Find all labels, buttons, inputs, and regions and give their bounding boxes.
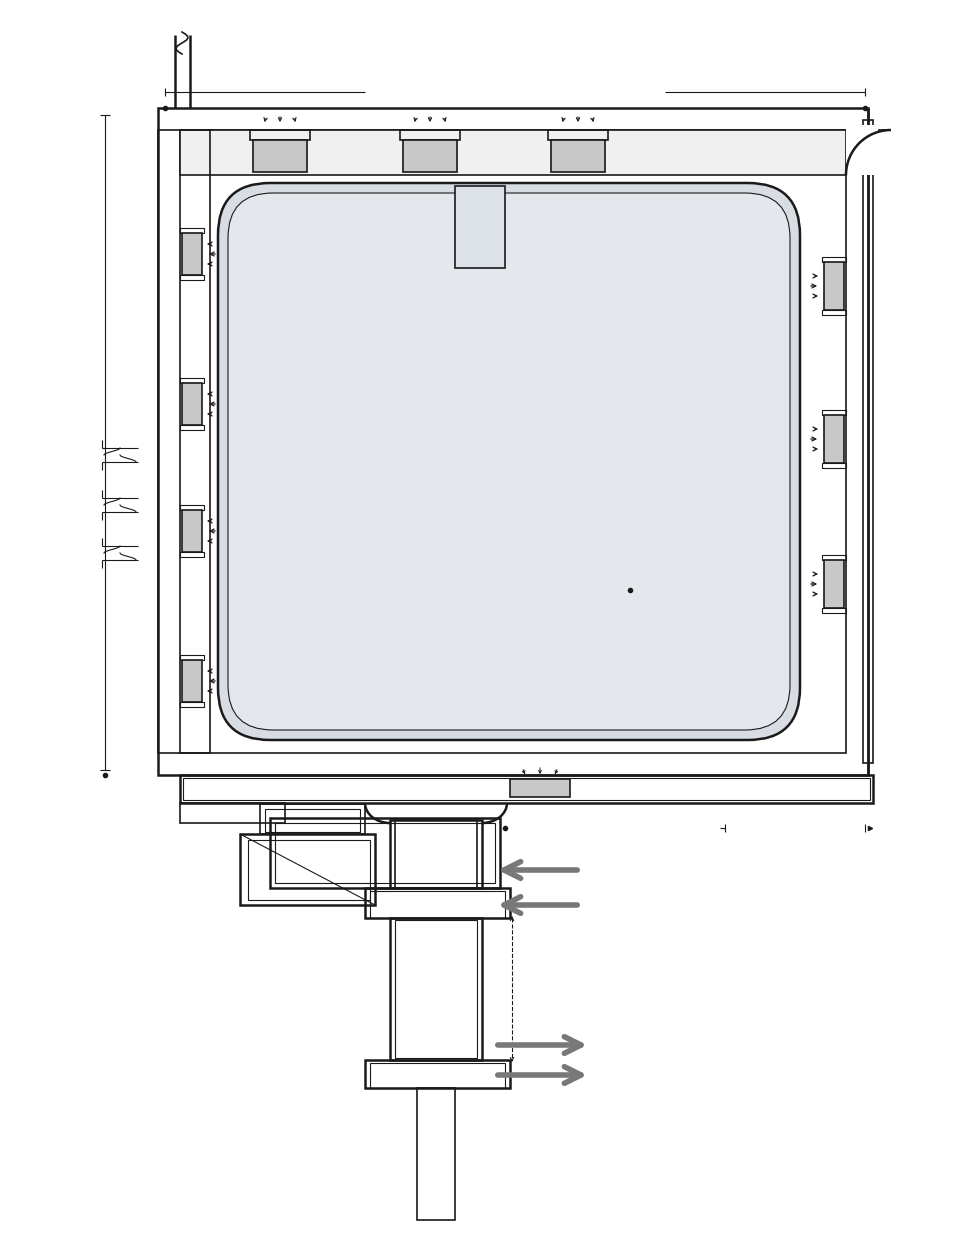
Bar [821,310,845,315]
Bar [370,890,504,918]
Bar [182,383,202,425]
Bar [180,425,204,430]
Bar [370,1063,504,1088]
Bar [551,140,604,172]
Bar [183,778,869,800]
Bar [862,120,872,763]
Bar [180,655,204,659]
Bar [240,834,375,905]
FancyBboxPatch shape [218,183,800,740]
Bar [416,1088,455,1220]
Bar [365,1060,510,1088]
Bar [253,140,307,172]
Bar [845,125,877,175]
Bar [182,233,202,275]
Bar [402,140,456,172]
Bar [821,608,845,613]
Bar [180,552,204,557]
Bar [390,918,481,1060]
Bar [248,840,370,900]
Bar [821,257,845,262]
Bar [180,378,204,383]
Bar [821,555,845,559]
FancyBboxPatch shape [228,193,789,730]
Bar [158,107,867,776]
Bar [823,415,843,463]
Bar [547,130,607,140]
Bar [399,130,459,140]
Bar [180,228,204,233]
Bar [823,262,843,310]
Bar [182,510,202,552]
Bar [390,820,481,888]
Bar [180,701,204,706]
Bar [182,659,202,701]
Bar [180,505,204,510]
Bar [510,779,569,797]
Bar [365,888,510,918]
Bar [260,804,365,834]
Bar [455,186,504,268]
Bar [823,559,843,608]
Bar [270,818,499,888]
Bar [158,130,210,753]
Bar [274,823,495,883]
Bar [180,275,204,280]
Bar [395,920,476,1058]
Bar [821,463,845,468]
Bar [821,410,845,415]
Bar [265,809,359,832]
Bar [250,130,310,140]
Bar [395,820,476,888]
Bar [180,130,845,175]
Bar [180,130,845,753]
Bar [180,803,285,823]
Bar [180,776,872,803]
